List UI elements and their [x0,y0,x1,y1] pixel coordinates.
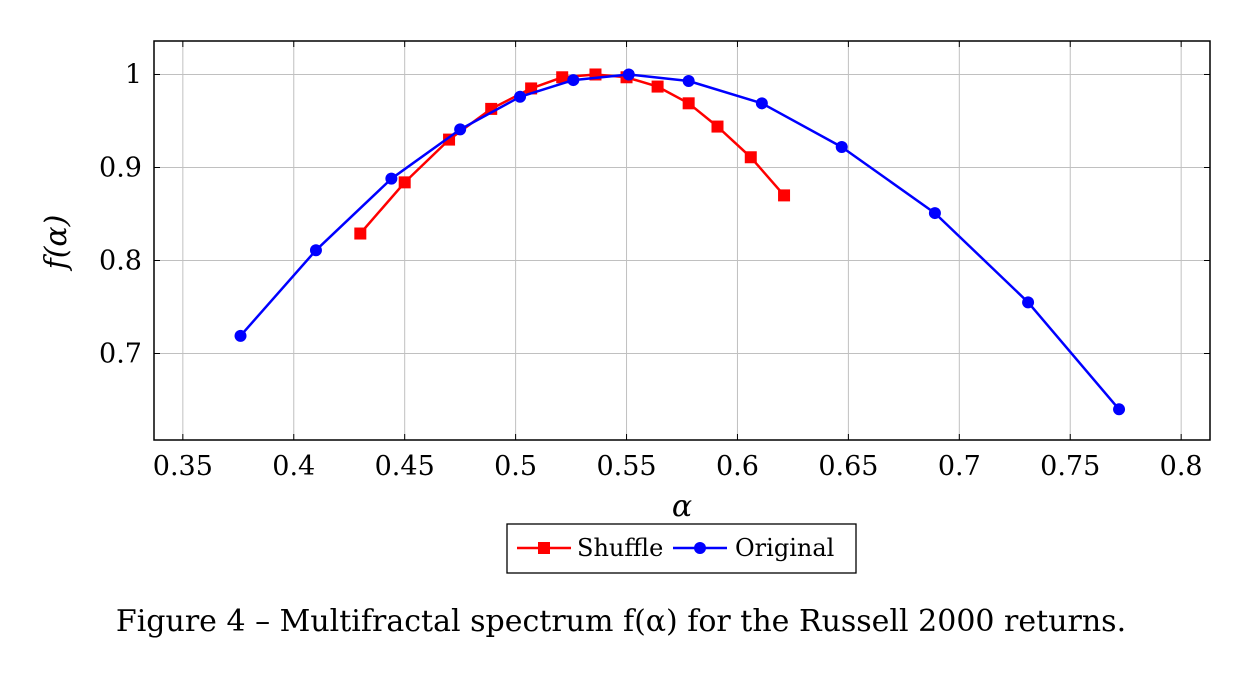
x-tick-label: 0.7 [938,451,981,482]
grid [154,41,1210,440]
data-point-shuffle [398,176,411,189]
series-shuffle [354,68,791,240]
series-line-original [239,73,1120,411]
data-point-shuffle [354,227,367,240]
data-point-shuffle [778,189,791,202]
figure-caption: Figure 4 – Multifractal spectrum f(α) fo… [115,604,1127,639]
x-tick-label: 0.55 [596,451,656,482]
x-tick-label: 0.45 [375,451,435,482]
x-tick-label: 0.35 [153,451,213,482]
data-point-original [682,74,695,87]
series-layer [234,68,1126,416]
data-point-original [622,68,635,81]
data-point-original [514,90,527,103]
data-point-original [755,97,768,110]
data-point-original [835,141,848,154]
x-tick-label: 0.4 [272,451,315,482]
y-axis: 0.7 0.8 0.9 1 [99,59,1210,370]
data-point-original [1113,403,1126,416]
legend-original-label: Original [735,534,834,562]
y-tick-label: 0.9 [99,152,142,183]
data-point-original [309,244,322,257]
legend-original-marker [694,542,706,554]
legend: Shuffle Original [506,523,857,574]
data-point-original [928,207,941,220]
legend-shuffle-marker [538,542,550,554]
data-point-shuffle [682,97,695,110]
data-point-original [567,74,580,87]
data-point-shuffle [556,71,569,84]
x-tick-label: 0.6 [716,451,759,482]
data-point-shuffle [744,151,757,164]
data-point-shuffle [651,80,664,93]
chart: 0.35 0.4 0.45 0.5 0.55 0.6 0.65 0.7 0.75 0.8 0.70… [39,40,1211,574]
series-original [234,68,1126,416]
x-tick-label: 0.75 [1040,451,1100,482]
data-point-original [234,329,247,342]
x-axis: 0.35 0.4 0.45 0.5 0.55 0.6 0.65 0.7 0.75 0.8 [153,41,1203,482]
y-tick-label: 0.8 [99,245,142,276]
x-tick-label: 0.5 [494,451,537,482]
data-point-shuffle [711,120,724,133]
legend-shuffle-label: Shuffle [577,534,663,562]
x-axis-label: α [672,489,692,524]
y-tick-label: 0.7 [99,339,142,370]
data-point-original [1022,296,1035,309]
x-tick-label: 0.8 [1160,451,1203,482]
data-point-original [454,123,467,136]
x-tick-label: 0.65 [818,451,878,482]
plot-frame [153,40,1211,441]
y-tick-label: 1 [125,59,142,90]
y-axis-label: f(α) [39,215,74,272]
data-point-original [385,172,398,185]
